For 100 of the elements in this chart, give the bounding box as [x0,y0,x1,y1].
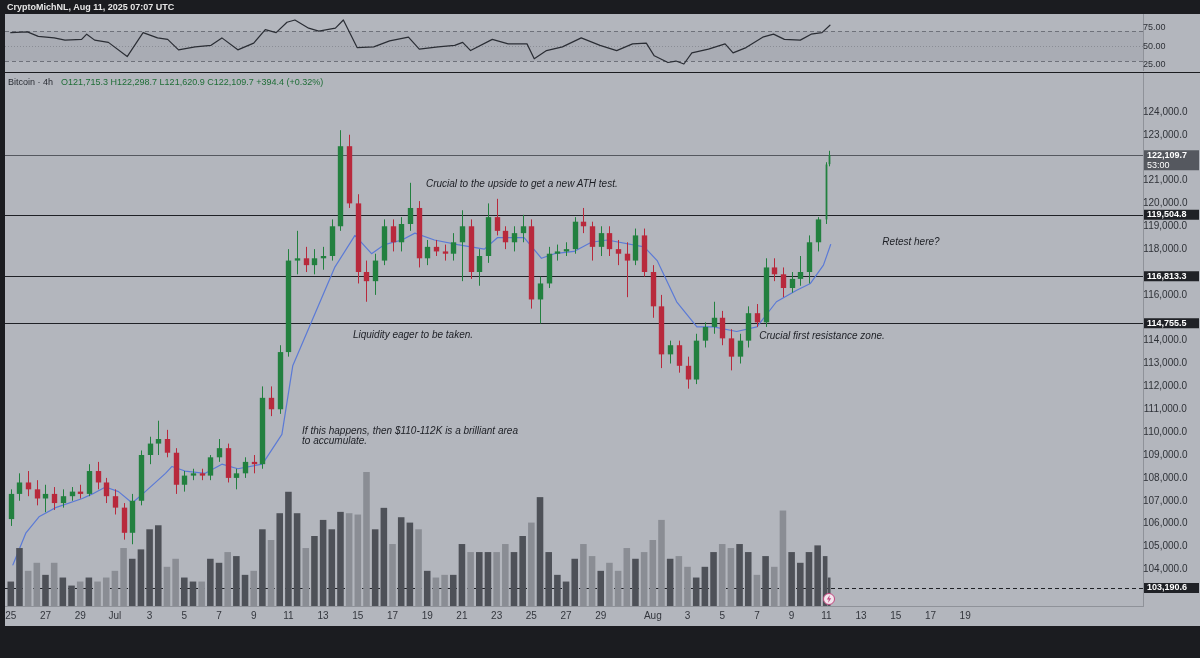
bar [354,514,362,606]
bar [718,544,726,606]
candlestick [390,218,397,252]
annotation: Crucial to the upside to get a new ATH test. [425,177,618,189]
bar [76,581,84,606]
candlestick [86,463,93,497]
bar [554,574,561,606]
candlestick [494,198,501,236]
candlestick [797,255,804,287]
x-tick-label: 19 [421,609,434,621]
candlestick [372,253,379,296]
bar [658,519,665,606]
x-tick-label: 13 [855,609,868,621]
ref-line-label: 122,109.7 53:00 [1147,149,1188,170]
bar [345,513,353,606]
bar [363,472,370,606]
x-tick-label: 25 [525,609,538,621]
candlestick [60,488,67,509]
candlestick [667,340,674,365]
candlestick [511,225,518,252]
bar [649,540,657,606]
x-tick-label: 15 [352,609,364,621]
bar [571,558,578,606]
bar [293,513,301,606]
bar [102,577,110,606]
x-tick-label: 11 [821,609,832,621]
bar [276,513,284,606]
candlestick [207,454,214,481]
bar [181,577,188,606]
candlestick [303,246,310,273]
bar [189,581,197,606]
bar [449,574,457,606]
bar [493,552,500,606]
bar [519,535,526,606]
bar [250,570,257,606]
candlestick [16,472,23,502]
ref-line-label: 114,755.5 [1147,317,1187,328]
candlestick [25,470,32,497]
bar [788,552,795,606]
ref-line-label: 103,190.6 [1147,582,1188,593]
candlestick [676,340,683,374]
candlestick [685,356,692,390]
bar [59,577,67,606]
bar [510,552,518,606]
x-tick-label: 27 [39,609,52,621]
annotation: Liquidity eager to be taken. [352,328,474,340]
bar [814,545,821,606]
y-tick-label: 124,000.0 [1142,105,1188,117]
candlestick [702,321,709,349]
text: Bitcoin · 4h [8,77,54,87]
annotation: Retest here? [882,235,941,247]
bar [692,577,700,606]
candlestick [311,248,318,275]
y-tick-label: 108,000.0 [1142,471,1188,483]
y-tick-label: 105,000.0 [1142,540,1188,552]
y-tick-label: 50.00 [1143,40,1166,51]
bar [467,552,474,606]
bar [137,549,145,606]
candlestick [624,241,631,298]
x-tick-label: Jul [108,609,122,621]
bar [85,577,93,606]
bar [588,556,596,606]
candlestick [598,225,605,257]
x-tick-label: 17 [386,609,399,621]
bar [736,544,743,606]
y-tick-label: 75.00 [1143,21,1166,32]
bar [710,552,717,606]
x-tick-label: 29 [595,609,607,621]
bar [215,562,223,606]
bar [42,574,49,606]
bar [606,562,613,606]
ref-line-label: 119,504.8 [1147,209,1187,220]
annotation: Crucial first resistance zone. [759,329,885,341]
candlestick [459,209,466,282]
bar [762,556,769,606]
x-tick-label: 3 [146,609,153,621]
bar [172,558,179,606]
x-tick-label: 7 [754,609,761,621]
bar [198,581,205,606]
y-tick-label: 104,000.0 [1142,563,1188,575]
candlestick [181,470,188,493]
y-tick-label: 110,000.0 [1143,425,1188,437]
bar [111,570,119,606]
candlestick [216,438,223,463]
x-tick-label: 7 [216,609,223,621]
bar [207,558,214,606]
bar [155,525,162,606]
y-tick-label: 111,000.0 [1143,403,1188,415]
bar [684,566,691,606]
bar [701,566,709,606]
bar [233,556,240,606]
bar [259,529,266,606]
bar [406,522,414,606]
bar [640,552,648,606]
x-tick-label: 21 [456,609,468,621]
bar [744,552,752,606]
x-tick-label: 11 [283,609,295,621]
bar [337,511,344,606]
bar [432,577,440,606]
y-tick-label: 114,000.0 [1143,334,1188,346]
